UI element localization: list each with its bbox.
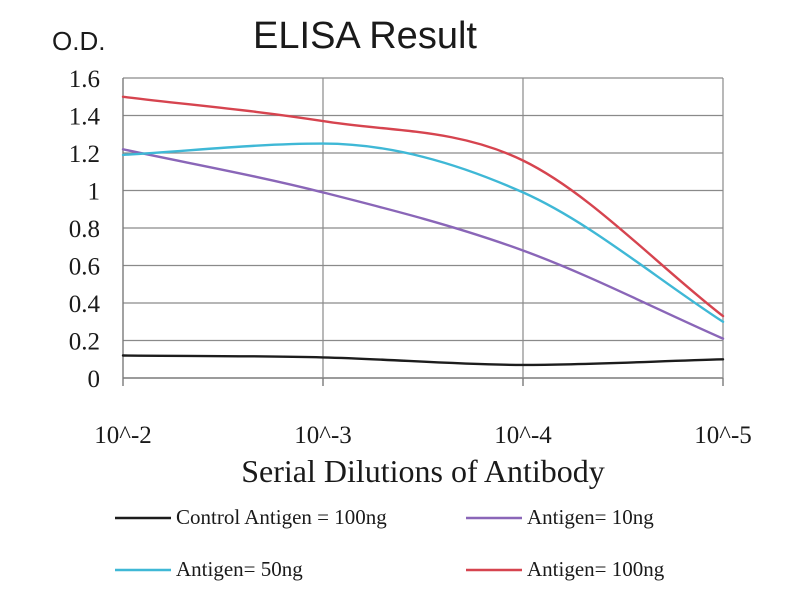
series-line-0 — [121, 354, 725, 367]
x-axis-ticks: 10^-2 10^-3 10^-4 10^-5 — [94, 422, 752, 449]
x-tick-label: 10^-2 — [94, 422, 152, 449]
y-axis-ticks: 0 0.2 0.4 0.6 0.8 1 1.2 1.4 1.6 — [69, 66, 101, 393]
series-group — [121, 95, 725, 367]
legend-label-0: Control Antigen = 100ng — [176, 505, 387, 529]
y-axis-label: O.D. — [52, 26, 105, 56]
series-line-2 — [121, 142, 725, 323]
y-tick-label: 0.6 — [69, 254, 100, 281]
y-tick-label: 1.4 — [69, 104, 101, 131]
legend-label-3: Antigen= 100ng — [527, 557, 665, 581]
series-line-1 — [121, 148, 725, 340]
x-tick-label: 10^-5 — [694, 422, 752, 449]
legend-label-2: Antigen= 50ng — [176, 557, 303, 581]
y-tick-label: 0 — [88, 366, 101, 393]
y-tick-label: 0.8 — [69, 216, 100, 243]
x-axis-label: Serial Dilutions of Antibody — [241, 453, 605, 489]
grid — [122, 77, 724, 386]
series-line-3 — [121, 95, 725, 318]
y-tick-label: 1 — [88, 179, 101, 206]
x-tick-label: 10^-3 — [294, 422, 352, 449]
chart-title: ELISA Result — [253, 15, 477, 57]
legend-label-1: Antigen= 10ng — [527, 505, 654, 529]
y-tick-label: 1.2 — [69, 141, 100, 168]
y-tick-label: 0.2 — [69, 329, 100, 356]
legend: Control Antigen = 100ng Antigen= 10ng Anti… — [115, 505, 665, 581]
y-tick-label: 0.4 — [69, 291, 101, 318]
x-tick-label: 10^-4 — [494, 422, 552, 449]
y-tick-label: 1.6 — [69, 66, 100, 93]
